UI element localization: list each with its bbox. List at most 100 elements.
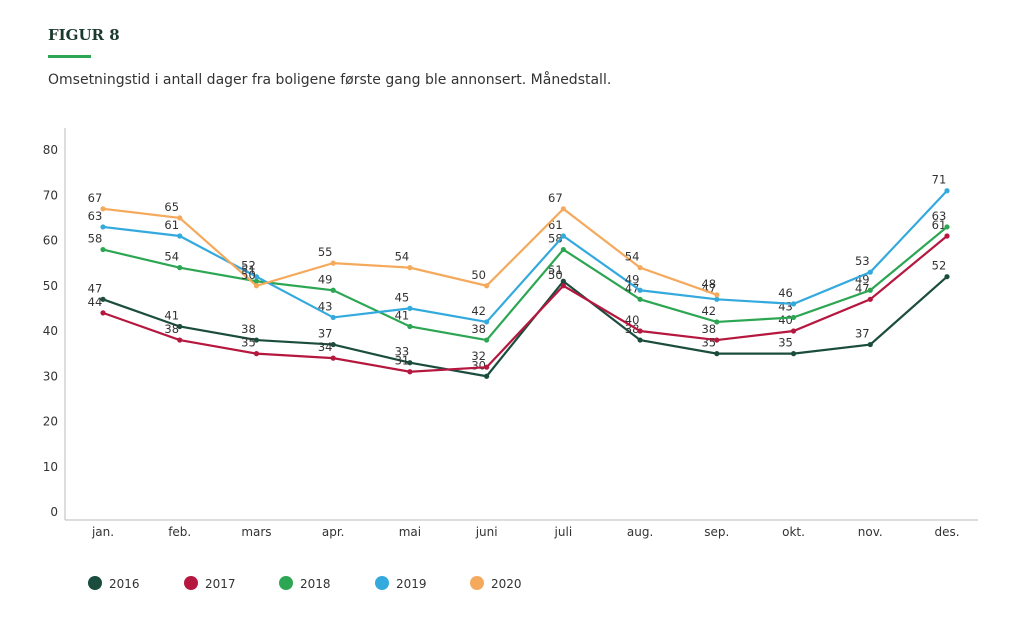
data-point <box>407 265 413 271</box>
data-point <box>100 206 106 212</box>
data-label: 54 <box>625 250 640 264</box>
x-tick-label: juli <box>554 525 573 539</box>
data-point <box>637 296 643 302</box>
series-line <box>102 226 948 342</box>
data-label: 38 <box>625 322 640 336</box>
x-tick-label: des. <box>934 525 959 539</box>
data-point <box>177 215 183 221</box>
data-label: 51 <box>548 263 563 277</box>
data-point <box>790 351 797 357</box>
data-point <box>944 224 950 230</box>
data-label: 46 <box>778 286 793 300</box>
data-label: 42 <box>471 304 486 318</box>
data-label: 43 <box>778 299 793 313</box>
data-point <box>407 305 413 311</box>
x-tick-label: jan. <box>91 525 114 539</box>
x-tick-label: nov. <box>858 525 883 539</box>
data-point <box>253 278 260 284</box>
data-label: 61 <box>548 218 563 232</box>
legend-swatch <box>470 576 484 590</box>
data-point <box>484 283 490 289</box>
x-tick-label: mai <box>399 525 421 539</box>
data-label: 41 <box>395 308 410 322</box>
data-label: 55 <box>318 245 333 259</box>
data-label: 71 <box>932 173 947 187</box>
y-tick-label: 10 <box>43 460 58 474</box>
data-label: 47 <box>625 281 640 295</box>
data-point <box>330 287 336 293</box>
data-point <box>484 337 490 343</box>
data-label: 40 <box>625 313 640 327</box>
y-tick-label: 60 <box>43 234 58 248</box>
data-point <box>330 355 336 361</box>
data-point <box>944 233 950 239</box>
data-point <box>484 373 490 379</box>
data-point <box>790 328 797 334</box>
legend-label: 2019 <box>396 577 427 591</box>
data-label: 43 <box>318 299 333 313</box>
x-tick-label: okt. <box>782 525 805 539</box>
data-point <box>253 337 260 343</box>
data-point <box>330 314 336 321</box>
data-label: 49 <box>625 272 640 286</box>
data-point <box>253 283 260 289</box>
legend-swatch <box>88 576 102 590</box>
data-point <box>714 296 720 302</box>
legend-swatch <box>184 576 198 590</box>
data-point <box>714 351 720 357</box>
data-point <box>714 319 720 325</box>
legend-swatch <box>375 576 389 590</box>
x-tick-label: aug. <box>627 525 653 539</box>
data-label: 38 <box>164 322 179 336</box>
data-point <box>330 341 336 348</box>
chart-subtitle: Omsetningstid i antall dager fra boligen… <box>48 71 611 88</box>
y-tick-label: 0 <box>50 505 58 519</box>
data-label: 58 <box>88 232 103 246</box>
data-point <box>637 287 643 293</box>
legend-label: 2018 <box>300 577 331 591</box>
data-label: 37 <box>318 327 333 341</box>
y-tick-label: 40 <box>43 324 58 338</box>
data-label: 42 <box>701 304 716 318</box>
data-label: 37 <box>855 327 870 341</box>
x-tick-label: juni <box>475 525 498 539</box>
y-tick-label: 80 <box>43 143 58 157</box>
data-point <box>867 269 873 275</box>
x-tick-label: sep. <box>704 525 729 539</box>
data-label: 49 <box>855 272 870 286</box>
data-label: 54 <box>164 250 179 264</box>
data-label: 54 <box>395 250 410 264</box>
data-point <box>637 328 643 334</box>
data-label: 50 <box>241 268 256 282</box>
data-point <box>177 265 183 271</box>
legend-swatch <box>279 576 293 590</box>
y-tick-label: 20 <box>43 415 58 429</box>
x-tick-label: feb. <box>168 525 191 539</box>
data-point <box>867 341 873 348</box>
data-point <box>330 260 336 266</box>
data-point <box>867 296 873 302</box>
data-point <box>714 292 720 298</box>
data-label: 53 <box>855 254 870 268</box>
series-line <box>102 235 948 373</box>
y-tick-label: 30 <box>43 369 58 383</box>
data-point <box>407 323 413 330</box>
data-label: 33 <box>395 345 410 359</box>
data-point <box>177 233 183 239</box>
data-point <box>867 287 873 293</box>
data-point <box>790 301 797 307</box>
data-label: 67 <box>548 191 563 205</box>
data-point <box>637 337 643 343</box>
data-point <box>637 265 643 271</box>
data-label: 50 <box>471 268 486 282</box>
data-point <box>560 278 566 284</box>
data-label: 67 <box>88 191 103 205</box>
title-underline <box>48 55 91 58</box>
data-point <box>253 274 260 280</box>
data-label: 45 <box>395 290 410 304</box>
data-point <box>253 351 260 357</box>
data-point <box>100 310 106 316</box>
series-line <box>102 189 948 324</box>
data-label: 32 <box>471 349 486 363</box>
